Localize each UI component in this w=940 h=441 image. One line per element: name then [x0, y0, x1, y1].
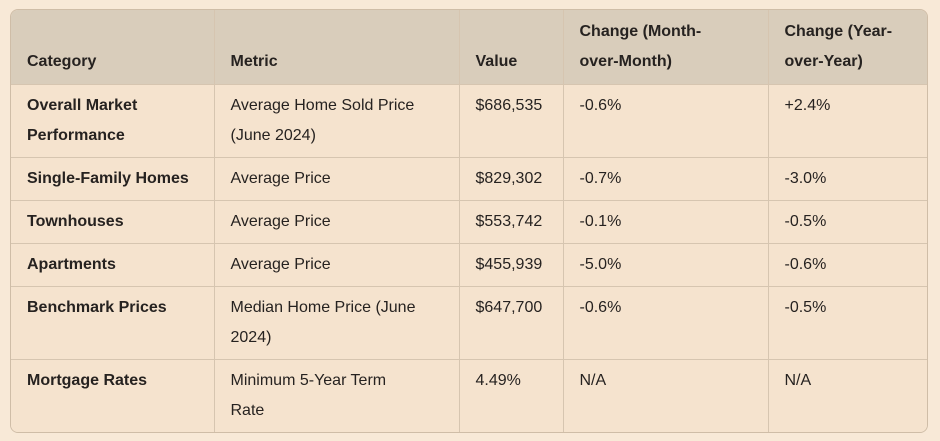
column-header-value: Value	[459, 10, 564, 85]
cell-change-mom: -0.6%	[563, 84, 769, 158]
column-header-change-mom-label: Change (Month-over-Month)	[579, 23, 702, 70]
table-row: Benchmark Prices Median Home Price (June…	[11, 286, 927, 360]
cell-change-yoy-text: -0.5%	[784, 213, 827, 230]
header-row: Category Metric Value Change (Month-over…	[11, 10, 927, 85]
table-row: Mortgage Rates Minimum 5-Year Term Rate …	[11, 359, 927, 432]
cell-metric: Minimum 5-Year Term Rate	[214, 359, 460, 432]
column-header-change-yoy: Change (Year-over-Year)	[768, 10, 927, 85]
cell-change-yoy-text: -3.0%	[784, 170, 827, 187]
cell-value: $455,939	[459, 243, 564, 287]
column-header-change-mom: Change (Month-over-Month)	[563, 10, 769, 85]
cell-change-mom: -0.7%	[563, 157, 769, 201]
cell-category-text: Mortgage Rates	[27, 372, 148, 389]
table-row: Single-Family Homes Average Price $829,3…	[11, 157, 927, 201]
cell-metric-text: Minimum 5-Year Term Rate	[230, 372, 387, 419]
cell-metric: Average Price	[214, 243, 460, 287]
cell-change-yoy: -3.0%	[768, 157, 927, 201]
cell-change-mom: -5.0%	[563, 243, 769, 287]
cell-value-text: $686,535	[475, 97, 543, 114]
table-row: Overall Market Performance Average Home …	[11, 84, 927, 158]
column-header-category: Category	[11, 10, 215, 85]
cell-change-yoy-text: +2.4%	[784, 97, 831, 114]
cell-change-yoy: -0.6%	[768, 243, 927, 287]
cell-metric: Average Home Sold Price (June 2024)	[214, 84, 460, 158]
column-header-metric-label: Metric	[230, 53, 278, 70]
cell-change-mom-text: -0.7%	[579, 170, 622, 187]
cell-metric-text: Average Price	[230, 213, 331, 230]
cell-category: Single-Family Homes	[11, 157, 215, 201]
cell-value: $553,742	[459, 200, 564, 244]
housing-market-table-frame: Category Metric Value Change (Month-over…	[10, 9, 928, 433]
cell-value: $647,700	[459, 286, 564, 360]
column-header-change-yoy-label: Change (Year-over-Year)	[784, 23, 893, 70]
cell-change-mom: -0.1%	[563, 200, 769, 244]
cell-change-yoy-text: N/A	[784, 372, 812, 389]
cell-change-yoy: N/A	[768, 359, 927, 432]
housing-market-table: Category Metric Value Change (Month-over…	[11, 10, 927, 432]
cell-change-yoy: -0.5%	[768, 200, 927, 244]
cell-category-text: Townhouses	[27, 213, 124, 230]
cell-metric: Average Price	[214, 157, 460, 201]
cell-value-text: $829,302	[475, 170, 543, 187]
cell-category: Apartments	[11, 243, 215, 287]
cell-change-mom-text: -0.6%	[579, 299, 622, 316]
cell-change-mom-text: -0.1%	[579, 213, 622, 230]
cell-change-mom: N/A	[563, 359, 769, 432]
cell-change-yoy: +2.4%	[768, 84, 927, 158]
cell-category: Mortgage Rates	[11, 359, 215, 432]
cell-category-text: Overall Market Performance	[27, 97, 138, 144]
cell-category: Benchmark Prices	[11, 286, 215, 360]
column-header-value-label: Value	[475, 53, 518, 70]
cell-category-text: Single-Family Homes	[27, 170, 189, 187]
cell-metric: Average Price	[214, 200, 460, 244]
cell-category: Overall Market Performance	[11, 84, 215, 158]
cell-value-text: $455,939	[475, 256, 543, 273]
column-header-metric: Metric	[214, 10, 460, 85]
cell-value: $686,535	[459, 84, 564, 158]
cell-change-mom-text: N/A	[579, 372, 607, 389]
cell-metric-text: Median Home Price (June 2024)	[230, 299, 416, 346]
cell-change-yoy: -0.5%	[768, 286, 927, 360]
cell-change-mom: -0.6%	[563, 286, 769, 360]
cell-value: 4.49%	[459, 359, 564, 432]
cell-metric-text: Average Home Sold Price (June 2024)	[230, 97, 415, 144]
cell-change-mom-text: -5.0%	[579, 256, 622, 273]
cell-value-text: 4.49%	[475, 372, 521, 389]
cell-metric-text: Average Price	[230, 256, 331, 273]
cell-change-yoy-text: -0.6%	[784, 256, 827, 273]
cell-metric-text: Average Price	[230, 170, 331, 187]
table-row: Townhouses Average Price $553,742 -0.1% …	[11, 200, 927, 244]
cell-value-text: $647,700	[475, 299, 543, 316]
cell-metric: Median Home Price (June 2024)	[214, 286, 460, 360]
table-row: Apartments Average Price $455,939 -5.0% …	[11, 243, 927, 287]
cell-category-text: Apartments	[27, 256, 116, 273]
cell-change-yoy-text: -0.5%	[784, 299, 827, 316]
column-header-category-label: Category	[27, 53, 97, 70]
cell-change-mom-text: -0.6%	[579, 97, 622, 114]
cell-category-text: Benchmark Prices	[27, 299, 167, 316]
table-body: Overall Market Performance Average Home …	[11, 84, 927, 432]
cell-value-text: $553,742	[475, 213, 543, 230]
cell-value: $829,302	[459, 157, 564, 201]
cell-category: Townhouses	[11, 200, 215, 244]
